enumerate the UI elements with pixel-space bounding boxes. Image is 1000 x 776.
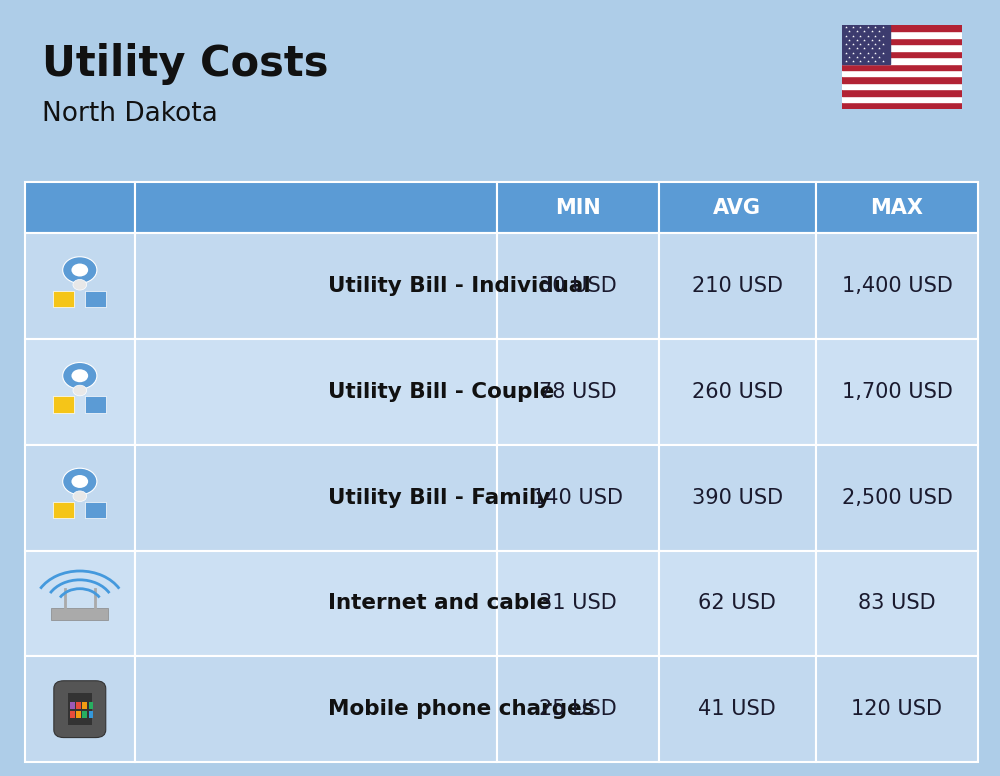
Bar [842, 83, 962, 89]
Circle shape [63, 362, 97, 389]
Text: 140 USD: 140 USD [532, 487, 623, 508]
Circle shape [63, 257, 97, 283]
Circle shape [71, 475, 88, 488]
Bar [497, 182, 659, 234]
Text: 62 USD: 62 USD [698, 594, 776, 614]
Bar [53, 397, 74, 413]
Text: 83 USD: 83 USD [858, 594, 936, 614]
Bar [70, 712, 75, 718]
Bar [70, 702, 75, 708]
Bar [135, 234, 497, 339]
Bar [85, 397, 106, 413]
Text: North Dakota: North Dakota [42, 101, 218, 127]
Bar [816, 234, 978, 339]
Circle shape [73, 385, 87, 396]
Bar [497, 445, 659, 550]
Circle shape [73, 491, 87, 501]
Bar [842, 89, 962, 95]
Bar [53, 291, 74, 307]
Circle shape [73, 279, 87, 290]
Bar [816, 339, 978, 445]
Bar [842, 50, 962, 57]
Text: 260 USD: 260 USD [692, 382, 783, 402]
Bar [53, 502, 74, 518]
Bar [25, 656, 135, 762]
Text: 120 USD: 120 USD [851, 699, 942, 719]
Bar [51, 608, 108, 620]
Bar [135, 182, 497, 234]
Bar [25, 182, 135, 234]
Bar [842, 25, 962, 31]
Bar [82, 702, 87, 708]
Text: Utility Bill - Couple: Utility Bill - Couple [328, 382, 554, 402]
Text: MAX: MAX [870, 198, 923, 218]
Bar [76, 712, 81, 718]
Bar [842, 76, 962, 83]
Bar [135, 550, 497, 656]
Bar [497, 550, 659, 656]
Bar [82, 712, 87, 718]
Bar [816, 445, 978, 550]
Bar [842, 44, 962, 50]
Bar [25, 550, 135, 656]
Bar [842, 57, 962, 64]
FancyBboxPatch shape [54, 681, 106, 737]
Text: 41 USD: 41 USD [698, 699, 776, 719]
Bar [659, 339, 816, 445]
Text: 390 USD: 390 USD [692, 487, 783, 508]
Text: Utility Bill - Family: Utility Bill - Family [328, 487, 550, 508]
Bar [842, 38, 962, 44]
Text: Mobile phone charges: Mobile phone charges [328, 699, 594, 719]
Bar [25, 339, 135, 445]
Bar [85, 291, 106, 307]
Circle shape [71, 264, 88, 276]
Text: 210 USD: 210 USD [692, 276, 783, 296]
Text: 2,500 USD: 2,500 USD [842, 487, 952, 508]
Bar [25, 234, 135, 339]
Circle shape [71, 369, 88, 383]
Bar [816, 656, 978, 762]
Bar [842, 25, 890, 64]
Bar [659, 234, 816, 339]
Circle shape [63, 468, 97, 495]
Bar [842, 102, 962, 109]
Bar [25, 445, 135, 550]
Bar [497, 656, 659, 762]
Text: Internet and cable: Internet and cable [328, 594, 551, 614]
Text: 78 USD: 78 USD [539, 382, 617, 402]
Text: 31 USD: 31 USD [539, 594, 617, 614]
Bar [659, 445, 816, 550]
Bar [842, 70, 962, 76]
Bar [816, 550, 978, 656]
Bar [659, 182, 816, 234]
Bar [842, 64, 962, 70]
Bar [659, 656, 816, 762]
Bar [135, 339, 497, 445]
Bar [68, 693, 92, 726]
Bar [76, 702, 81, 708]
Bar [89, 712, 93, 718]
Bar [659, 550, 816, 656]
Bar [816, 182, 978, 234]
Bar [842, 95, 962, 102]
Bar [89, 702, 93, 708]
Bar [135, 445, 497, 550]
Bar [85, 502, 106, 518]
Text: Utility Bill - Individual: Utility Bill - Individual [328, 276, 590, 296]
Text: 1,700 USD: 1,700 USD [842, 382, 952, 402]
Text: 1,400 USD: 1,400 USD [842, 276, 952, 296]
Text: 25 USD: 25 USD [539, 699, 617, 719]
Bar [497, 339, 659, 445]
Text: Utility Costs: Utility Costs [42, 43, 328, 85]
Text: MIN: MIN [555, 198, 601, 218]
Bar [497, 234, 659, 339]
Bar [842, 31, 962, 38]
Text: AVG: AVG [713, 198, 761, 218]
Text: 30 USD: 30 USD [539, 276, 617, 296]
Bar [135, 656, 497, 762]
